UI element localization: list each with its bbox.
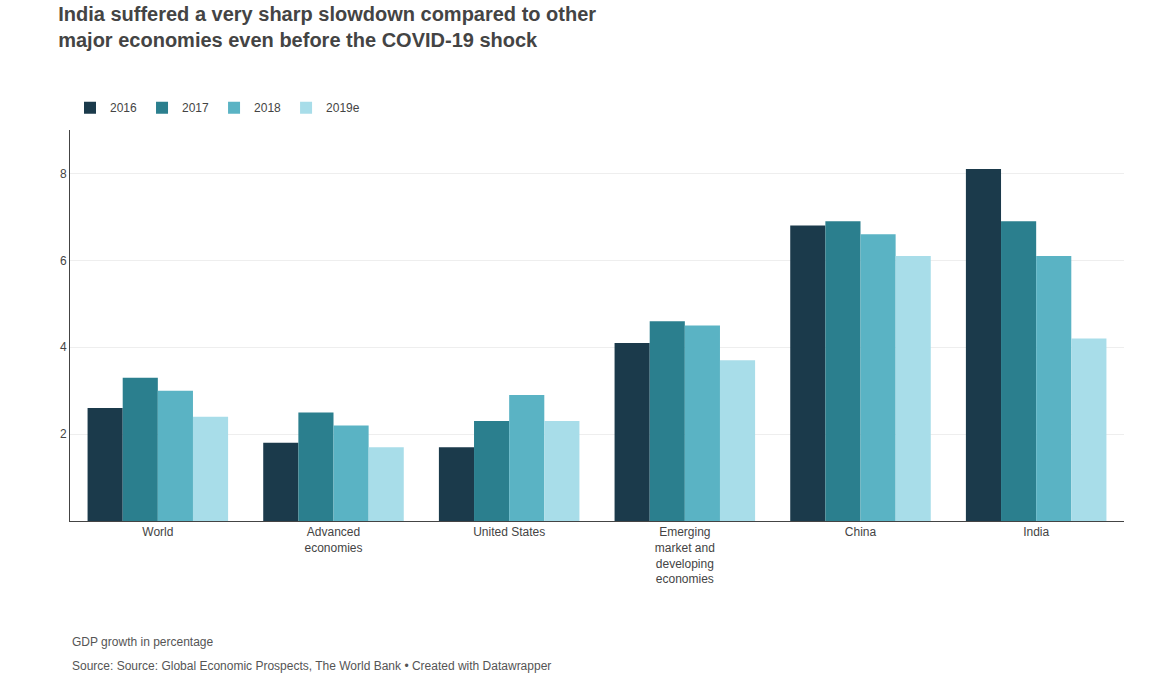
svg-text:2019e: 2019e <box>326 101 360 115</box>
svg-text:United States: United States <box>473 525 545 539</box>
svg-text:World: World <box>142 525 173 539</box>
svg-text:2018: 2018 <box>254 101 281 115</box>
svg-text:Advancedeconomies: Advancedeconomies <box>304 525 362 555</box>
svg-text:GDP growth in percentage: GDP growth in percentage <box>72 635 214 649</box>
svg-text:2017: 2017 <box>182 101 209 115</box>
svg-text:6: 6 <box>60 254 67 268</box>
svg-text:Emergingmarket anddevelopingec: Emergingmarket anddevelopingeconomies <box>655 525 715 586</box>
svg-text:8: 8 <box>60 167 67 181</box>
svg-text:India: India <box>1023 525 1049 539</box>
svg-text:4: 4 <box>60 340 67 354</box>
svg-text:Source: Source: Global Economi: Source: Source: Global Economic Prospect… <box>72 659 551 673</box>
svg-text:2016: 2016 <box>110 101 137 115</box>
svg-text:China: China <box>845 525 877 539</box>
svg-text:2: 2 <box>60 427 67 441</box>
svg-text:India suffered a very sharp sl: India suffered a very sharp slowdown com… <box>58 3 596 51</box>
